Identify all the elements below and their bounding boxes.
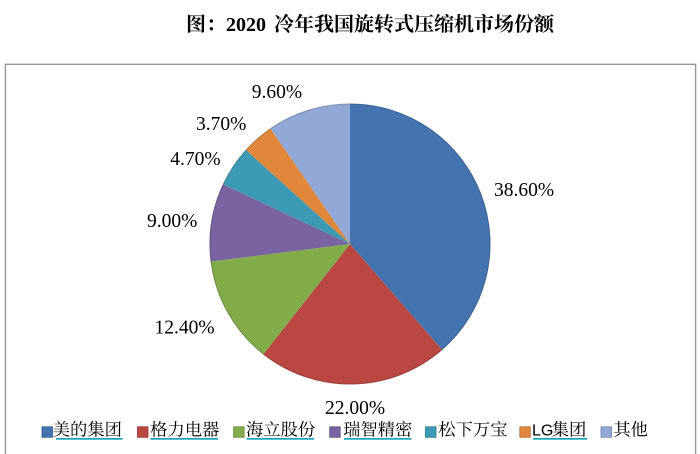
svg-text:3.70%: 3.70% — [196, 114, 246, 135]
svg-text:2020: 2020 — [226, 14, 266, 36]
svg-text:9.00%: 9.00% — [147, 211, 197, 232]
svg-text:4.70%: 4.70% — [170, 149, 220, 170]
svg-text:22.00%: 22.00% — [325, 398, 385, 419]
svg-text:LG: LG — [532, 423, 553, 440]
svg-text:12.40%: 12.40% — [155, 318, 215, 339]
svg-text:38.60%: 38.60% — [494, 180, 554, 201]
svg-text:9.60%: 9.60% — [252, 82, 302, 103]
